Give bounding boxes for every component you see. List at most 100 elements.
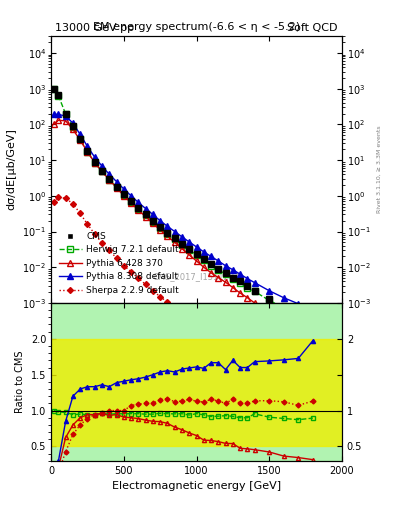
- Pythia 6.428 370: [143, 214, 148, 220]
- Pythia 8.308 default: [85, 143, 90, 150]
- Sherpa 2.2.9 default: [296, 379, 301, 386]
- Sherpa 2.2.9 default: [267, 365, 272, 371]
- Pythia 8.308 default: [252, 280, 257, 286]
- Pythia 8.308 default: [100, 163, 105, 169]
- Pythia 8.308 default: [51, 111, 56, 117]
- Sherpa 2.2.9 default: [143, 282, 148, 288]
- Pythia 8.308 default: [56, 111, 61, 117]
- Pythia 8.308 default: [209, 253, 213, 260]
- Herwig 7.2.1 default: [194, 252, 199, 258]
- Text: Rivet 3.1.10, ≥ 3.3M events: Rivet 3.1.10, ≥ 3.3M events: [377, 125, 382, 213]
- Pythia 8.308 default: [121, 186, 126, 192]
- Text: 13000 GeV pp: 13000 GeV pp: [55, 23, 134, 33]
- Sherpa 2.2.9 default: [231, 344, 235, 350]
- Herwig 7.2.1 default: [56, 93, 61, 99]
- Herwig 7.2.1 default: [78, 136, 83, 142]
- Pythia 8.308 default: [136, 199, 141, 205]
- Herwig 7.2.1 default: [114, 184, 119, 190]
- CMS: [129, 198, 134, 204]
- Sherpa 2.2.9 default: [238, 348, 242, 354]
- Pythia 8.308 default: [129, 193, 134, 199]
- Pythia 6.428 370: [202, 264, 206, 270]
- Herwig 7.2.1 default: [252, 288, 257, 294]
- Line: Pythia 8.308 default: Pythia 8.308 default: [51, 112, 316, 310]
- Pythia 8.308 default: [202, 249, 206, 255]
- Pythia 6.428 370: [136, 207, 141, 213]
- Pythia 8.308 default: [114, 179, 119, 185]
- CMS: [56, 92, 61, 98]
- Herwig 7.2.1 default: [71, 124, 75, 130]
- Sherpa 2.2.9 default: [180, 310, 184, 316]
- Herwig 7.2.1 default: [267, 297, 272, 304]
- Pythia 6.428 370: [121, 193, 126, 199]
- CMS: [114, 184, 119, 190]
- CMS: [151, 218, 155, 224]
- Pythia 8.308 default: [194, 244, 199, 250]
- Herwig 7.2.1 default: [165, 231, 170, 237]
- Pythia 8.308 default: [267, 288, 272, 294]
- Title: EM energy spectrum(-6.6 < η < -5.2): EM energy spectrum(-6.6 < η < -5.2): [93, 23, 300, 32]
- Sherpa 2.2.9 default: [209, 331, 213, 337]
- Sherpa 2.2.9 default: [245, 353, 250, 359]
- CMS: [85, 148, 90, 154]
- Pythia 6.428 370: [165, 233, 170, 239]
- Pythia 6.428 370: [85, 149, 90, 155]
- CMS: [107, 176, 112, 182]
- Sherpa 2.2.9 default: [310, 385, 315, 391]
- CMS: [51, 87, 56, 93]
- CMS: [71, 123, 75, 129]
- Pythia 8.308 default: [173, 228, 177, 234]
- Pythia 6.428 370: [92, 160, 97, 166]
- Herwig 7.2.1 default: [51, 87, 56, 93]
- Herwig 7.2.1 default: [296, 311, 301, 317]
- CMS: [165, 230, 170, 236]
- Sherpa 2.2.9 default: [63, 195, 68, 201]
- CMS: [216, 266, 221, 272]
- Sherpa 2.2.9 default: [78, 210, 83, 217]
- Herwig 7.2.1 default: [151, 219, 155, 225]
- Pythia 8.308 default: [158, 218, 163, 224]
- Pythia 6.428 370: [63, 118, 68, 124]
- Sherpa 2.2.9 default: [100, 240, 105, 246]
- CMS: [78, 136, 83, 142]
- Pythia 8.308 default: [151, 211, 155, 218]
- Herwig 7.2.1 default: [238, 280, 242, 286]
- CMS: [173, 235, 177, 241]
- Herwig 7.2.1 default: [281, 305, 286, 311]
- Herwig 7.2.1 default: [216, 267, 221, 273]
- Pythia 6.428 370: [78, 137, 83, 143]
- CMS: [281, 303, 286, 309]
- Legend: CMS, Herwig 7.2.1 default, Pythia 6.428 370, Pythia 8.308 default, Sherpa 2.2.9 : CMS, Herwig 7.2.1 default, Pythia 6.428 …: [55, 228, 183, 298]
- Herwig 7.2.1 default: [129, 199, 134, 205]
- Sherpa 2.2.9 default: [136, 275, 141, 282]
- Pythia 8.308 default: [78, 132, 83, 138]
- Sherpa 2.2.9 default: [56, 195, 61, 201]
- CMS: [100, 168, 105, 174]
- Pythia 6.428 370: [194, 258, 199, 264]
- Pythia 8.308 default: [231, 267, 235, 273]
- Herwig 7.2.1 default: [107, 177, 112, 183]
- CMS: [202, 256, 206, 262]
- Sherpa 2.2.9 default: [151, 288, 155, 294]
- Y-axis label: Ratio to CMS: Ratio to CMS: [15, 351, 25, 413]
- CMS: [158, 224, 163, 230]
- CMS: [63, 111, 68, 117]
- X-axis label: Electromagnetic energy [GeV]: Electromagnetic energy [GeV]: [112, 481, 281, 491]
- Herwig 7.2.1 default: [100, 168, 105, 175]
- Line: Herwig 7.2.1 default: Herwig 7.2.1 default: [51, 87, 316, 323]
- Pythia 6.428 370: [231, 285, 235, 291]
- Line: Sherpa 2.2.9 default: Sherpa 2.2.9 default: [52, 196, 315, 390]
- Sherpa 2.2.9 default: [173, 305, 177, 311]
- Sherpa 2.2.9 default: [223, 339, 228, 346]
- Herwig 7.2.1 default: [231, 276, 235, 282]
- Pythia 6.428 370: [223, 279, 228, 285]
- Pythia 6.428 370: [296, 326, 301, 332]
- Pythia 8.308 default: [281, 295, 286, 301]
- Herwig 7.2.1 default: [63, 111, 68, 117]
- Pythia 6.428 370: [56, 117, 61, 123]
- Pythia 6.428 370: [209, 270, 213, 276]
- Pythia 6.428 370: [252, 300, 257, 306]
- Herwig 7.2.1 default: [173, 236, 177, 242]
- Sherpa 2.2.9 default: [187, 315, 192, 322]
- Sherpa 2.2.9 default: [252, 357, 257, 363]
